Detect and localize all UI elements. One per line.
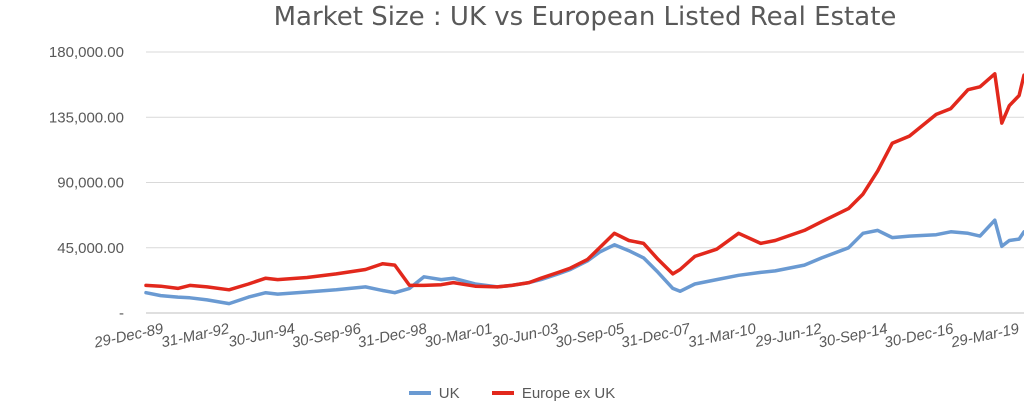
y-axis-ticks: - 45,000.00 90,000.00 135,000.00 180,000.00 bbox=[49, 44, 124, 322]
legend: UK Europe ex UK bbox=[0, 382, 1024, 402]
legend-swatch-europe bbox=[491, 391, 514, 395]
x-tick-label: 30-Dec-16 bbox=[883, 320, 956, 351]
y-tick-label: 180,000.00 bbox=[49, 44, 124, 61]
y-tick-label: 90,000.00 bbox=[57, 175, 124, 192]
chart-title: Market Size : UK vs European Listed Real… bbox=[273, 2, 897, 32]
series-line-uk bbox=[144, 218, 1024, 306]
x-axis-ticks: 29-Dec-8931-Mar-9230-Jun-9430-Sep-9631-D… bbox=[92, 320, 1021, 352]
x-tick-label: 30-Mar-01 bbox=[423, 320, 494, 351]
x-tick-label: 30-Jun-94 bbox=[227, 320, 297, 351]
gridlines bbox=[146, 51, 1024, 314]
y-tick-label: 135,000.00 bbox=[49, 109, 124, 126]
x-tick-label: 30-Sep-05 bbox=[554, 320, 627, 351]
x-tick-label: 31-Dec-98 bbox=[356, 320, 429, 351]
legend-item-europe: Europe ex UK bbox=[491, 384, 616, 402]
x-tick-label: 30-Sep-14 bbox=[817, 320, 889, 351]
x-tick-label: 30-Jun-03 bbox=[490, 320, 560, 351]
y-tick-label: 45,000.00 bbox=[57, 240, 124, 257]
x-tick-label: 31-Mar-10 bbox=[687, 320, 759, 351]
x-tick-label: 29-Jun-12 bbox=[753, 320, 824, 351]
x-tick-label: 29-Dec-89 bbox=[92, 320, 166, 352]
legend-item-uk: UK bbox=[408, 384, 460, 402]
x-tick-label: 31-Mar-92 bbox=[160, 320, 232, 351]
series-lines bbox=[144, 72, 1024, 306]
x-tick-label: 29-Mar-19 bbox=[949, 320, 1022, 351]
x-tick-label: 31-Dec-07 bbox=[620, 320, 693, 351]
legend-label-uk: UK bbox=[438, 384, 460, 402]
legend-label-europe: Europe ex UK bbox=[521, 384, 616, 402]
y-tick-label: - bbox=[119, 305, 124, 322]
legend-swatch-uk bbox=[408, 391, 431, 395]
series-line-europe-ex-uk bbox=[144, 72, 1024, 292]
x-tick-label: 30-Sep-96 bbox=[290, 320, 363, 351]
